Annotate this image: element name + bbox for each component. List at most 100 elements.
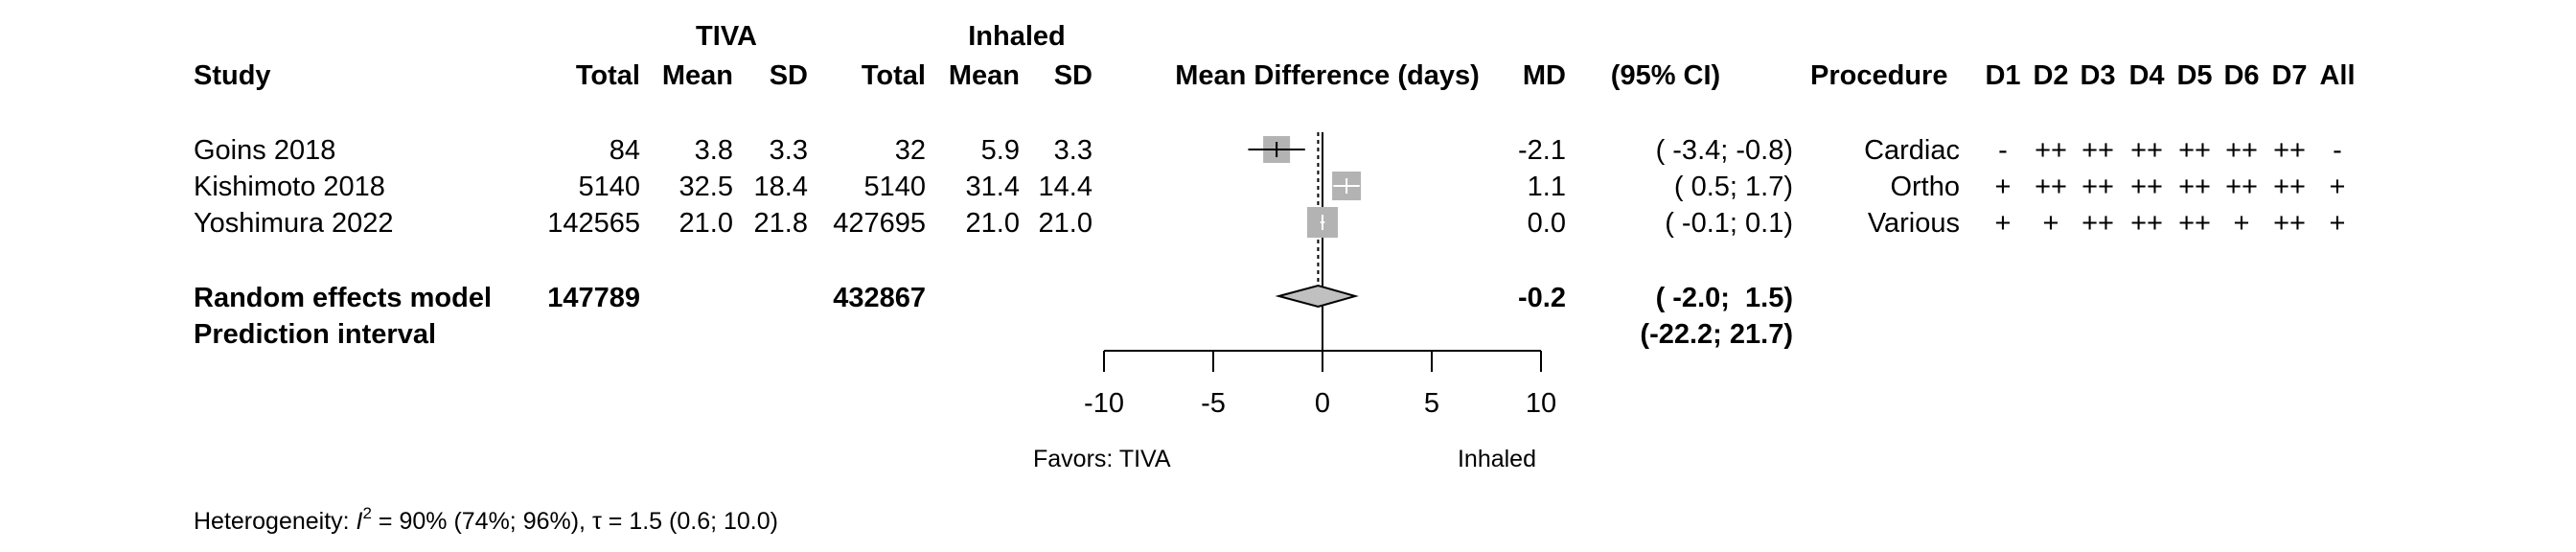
- rob-all: +: [2330, 208, 2346, 239]
- x-axis-tick-label: -5: [1201, 388, 1226, 419]
- study-md: -2.1: [1518, 135, 1566, 166]
- x-axis-tick-label: 5: [1424, 388, 1439, 419]
- domain-header-d1: D1: [1985, 60, 2020, 91]
- study-row: Goins 2018 84 3.8 3.3 32 5.9 3.3 -2.1 ( -3.4; -0…: [194, 135, 2342, 166]
- inhaled-sd: 21.0: [1039, 208, 1092, 239]
- rob-d4: ++: [2130, 172, 2163, 202]
- inhaled-total: 32: [895, 135, 926, 166]
- study-procedure: Various: [1868, 208, 1960, 239]
- x-axis-tick-label: -10: [1084, 388, 1124, 419]
- rob-all: -: [2333, 135, 2342, 166]
- study-md: 0.0: [1528, 208, 1566, 239]
- study-header: Study: [194, 60, 271, 91]
- rob-d1: +: [1995, 208, 2012, 239]
- study-name: Yoshimura 2022: [194, 208, 394, 239]
- rob-d6: +: [2234, 208, 2250, 239]
- rob-d3: ++: [2082, 172, 2114, 202]
- tiva-mean: 21.0: [679, 208, 733, 239]
- inhaled-mean: 5.9: [981, 135, 1020, 166]
- study-ci: ( -0.1; 0.1): [1665, 208, 1793, 239]
- tiva-mean: 3.8: [695, 135, 733, 166]
- tiva-mean-header: Mean: [662, 60, 733, 91]
- domain-headers: D1 D2 D3 D4 D5 D6 D7 All: [1985, 60, 2355, 91]
- study-procedure: Ortho: [1890, 172, 1960, 202]
- prediction-interval-ci: (-22.2; 21.7): [1640, 319, 1793, 350]
- inhaled-mean-header: Mean: [949, 60, 1020, 91]
- tiva-sd-header: SD: [770, 60, 808, 91]
- heterogeneity-prefix: Heterogeneity:: [194, 508, 356, 535]
- random-effects-inhaled-total: 432867: [833, 283, 926, 313]
- domain-header-d3: D3: [2080, 60, 2115, 91]
- study-marker: [1332, 172, 1362, 200]
- study-name: Goins 2018: [194, 135, 335, 166]
- random-effects-label: Random effects model: [194, 283, 492, 313]
- rob-d7: ++: [2273, 135, 2306, 166]
- rob-d7: ++: [2273, 172, 2306, 202]
- tiva-total: 5140: [578, 172, 640, 202]
- study-row: Yoshimura 2022 142565 21.0 21.8 427695 21.0 21…: [194, 208, 2345, 239]
- md-header: MD: [1523, 60, 1566, 91]
- domain-header-d2: D2: [2033, 60, 2068, 91]
- rob-all: +: [2330, 172, 2346, 202]
- inhaled-total-header: Total: [862, 60, 926, 91]
- study-marker: [1248, 136, 1305, 163]
- rob-d6: ++: [2225, 135, 2258, 166]
- tiva-sd: 21.8: [754, 208, 808, 239]
- rob-d5: ++: [2178, 172, 2211, 202]
- tiva-total: 84: [610, 135, 640, 166]
- pooled-diamond: [1275, 284, 1359, 309]
- rob-d5: ++: [2178, 208, 2211, 239]
- x-axis-tick-label: 10: [1526, 388, 1556, 419]
- favors-right-label: Inhaled: [1458, 446, 1536, 472]
- study-procedure: Cardiac: [1864, 135, 1960, 166]
- study-marker: [1307, 207, 1338, 238]
- rob-d1: -: [1998, 135, 2008, 166]
- heterogeneity-i-symbol: I: [356, 508, 363, 535]
- heterogeneity-text: Heterogeneity: I2 = 90% (74%; 96%), τ = …: [194, 504, 778, 535]
- rob-d3: ++: [2082, 135, 2114, 166]
- tiva-group-header: TIVA: [696, 21, 757, 52]
- domain-header-all: All: [2319, 60, 2355, 91]
- domain-header-d7: D7: [2271, 60, 2307, 91]
- plot-graphics: -10 -5 0 5 10: [1084, 132, 1556, 419]
- rob-d5: ++: [2178, 135, 2211, 166]
- rob-d1: +: [1995, 172, 2012, 202]
- x-axis-tick-label: 0: [1315, 388, 1330, 419]
- procedure-header: Procedure: [1810, 60, 1947, 91]
- inhaled-sd: 14.4: [1039, 172, 1092, 202]
- inhaled-mean: 31.4: [966, 172, 1020, 202]
- rob-d2: ++: [2035, 135, 2067, 166]
- tiva-sd: 18.4: [754, 172, 808, 202]
- rob-d2: ++: [2035, 172, 2067, 202]
- domain-header-d4: D4: [2128, 60, 2164, 91]
- domain-header-d5: D5: [2176, 60, 2212, 91]
- random-effects-tiva-total: 147789: [547, 283, 640, 313]
- tiva-mean: 32.5: [679, 172, 733, 202]
- study-ci: ( 0.5; 1.7): [1674, 172, 1793, 202]
- inhaled-group-header: Inhaled: [968, 21, 1066, 52]
- study-name: Kishimoto 2018: [194, 172, 385, 202]
- tiva-sd: 3.3: [770, 135, 808, 166]
- tiva-total-header: Total: [576, 60, 640, 91]
- study-rows: Goins 2018 84 3.8 3.3 32 5.9 3.3 -2.1 ( -3.4; -0…: [194, 135, 2345, 239]
- inhaled-total: 5140: [863, 172, 926, 202]
- inhaled-sd-header: SD: [1054, 60, 1092, 91]
- ci-header: (95% CI): [1611, 60, 1720, 91]
- tiva-total: 142565: [547, 208, 640, 239]
- heterogeneity-sup: 2: [363, 504, 372, 522]
- prediction-interval-label: Prediction interval: [194, 319, 436, 350]
- rob-d4: ++: [2130, 135, 2163, 166]
- rob-d7: ++: [2273, 208, 2306, 239]
- inhaled-mean: 21.0: [966, 208, 1020, 239]
- study-md: 1.1: [1528, 172, 1566, 202]
- inhaled-sd: 3.3: [1054, 135, 1092, 166]
- rob-d3: ++: [2082, 208, 2114, 239]
- study-ci: ( -3.4; -0.8): [1656, 135, 1793, 166]
- rob-d6: ++: [2225, 172, 2258, 202]
- heterogeneity-rest: = 90% (74%; 96%), τ = 1.5 (0.6; 10.0): [372, 508, 778, 535]
- domain-header-d6: D6: [2223, 60, 2259, 91]
- rob-d2: +: [2043, 208, 2059, 239]
- inhaled-total: 427695: [833, 208, 926, 239]
- effect-header: Mean Difference (days): [1175, 60, 1480, 91]
